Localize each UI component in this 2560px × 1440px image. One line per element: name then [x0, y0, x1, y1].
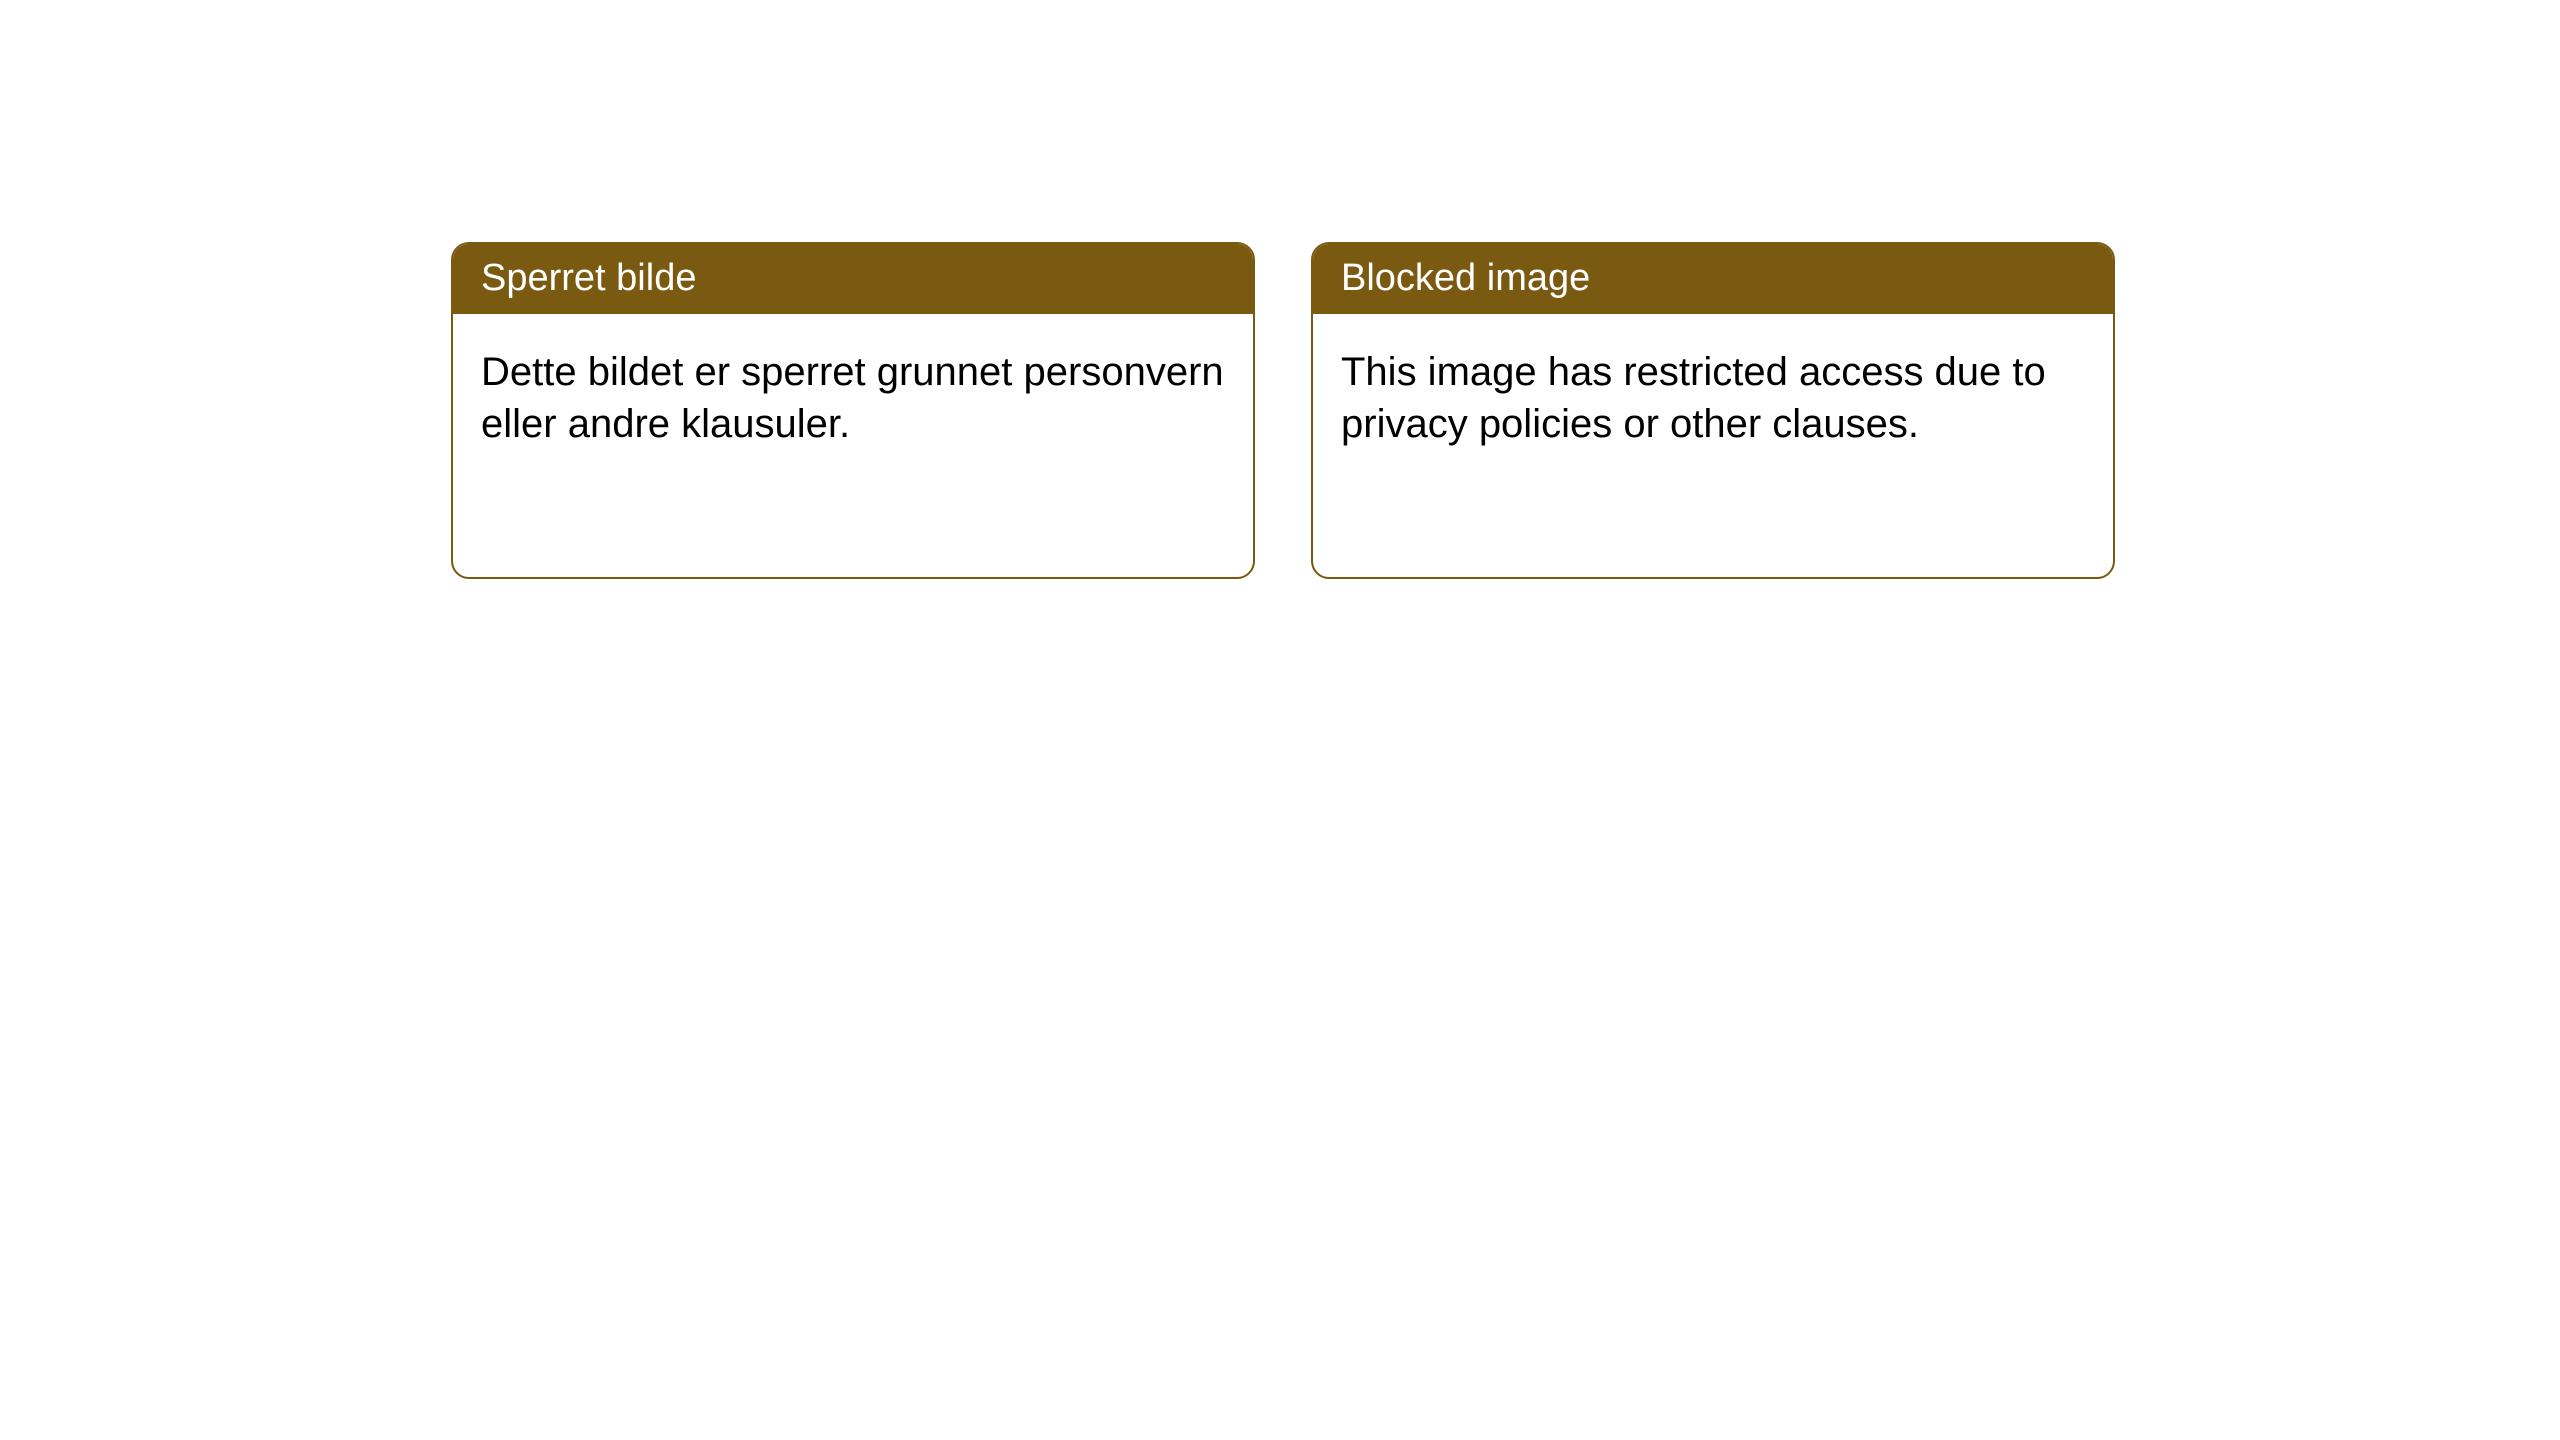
notice-card-title: Sperret bilde [453, 244, 1253, 314]
notice-card-body: This image has restricted access due to … [1313, 314, 2113, 482]
notice-card-title: Blocked image [1313, 244, 2113, 314]
notice-container: Sperret bilde Dette bildet er sperret gr… [0, 0, 2560, 579]
notice-card-body: Dette bildet er sperret grunnet personve… [453, 314, 1253, 482]
notice-card-norwegian: Sperret bilde Dette bildet er sperret gr… [451, 242, 1255, 579]
notice-card-english: Blocked image This image has restricted … [1311, 242, 2115, 579]
